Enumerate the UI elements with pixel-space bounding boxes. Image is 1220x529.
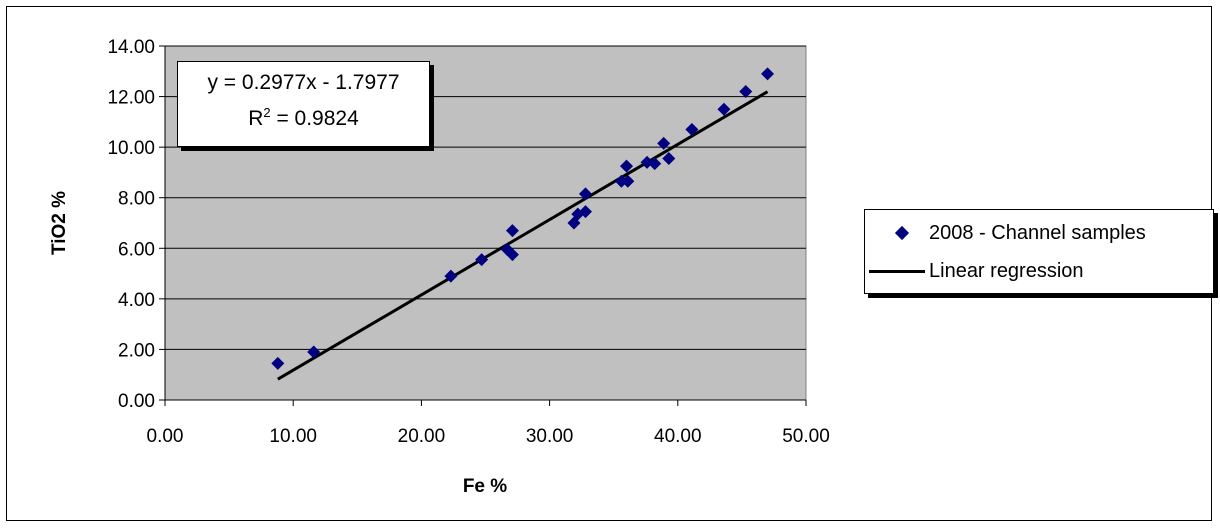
data-point xyxy=(717,102,731,116)
data-point xyxy=(444,269,458,283)
data-point xyxy=(620,159,634,173)
line-marker-icon xyxy=(869,270,925,273)
data-point xyxy=(739,85,753,99)
x-axis-ticks: 0.00 10.00 20.00 30.00 40.00 50.00 xyxy=(147,400,830,447)
data-point xyxy=(578,205,592,219)
axes xyxy=(164,46,806,401)
regression-line-group xyxy=(277,90,769,381)
x-axis-title: Fe % xyxy=(463,476,507,497)
data-point xyxy=(475,253,489,267)
x-tick-label: 10.00 xyxy=(269,426,317,447)
equation-text: y = 0.2977x - 1.7977 xyxy=(207,71,400,94)
r-squared-text: R2 = 0.9824 xyxy=(248,105,359,130)
y-tick-label: 2.00 xyxy=(118,340,155,361)
y-tick-label: 8.00 xyxy=(118,189,155,210)
y-tick-label: 12.00 xyxy=(107,88,155,109)
trendline-equation-box: y = 0.2977x - 1.7977 R2 = 0.9824 xyxy=(177,61,430,147)
data-point xyxy=(505,248,519,262)
y-tick-label: 0.00 xyxy=(118,391,155,412)
legend-label: 2008 - Channel samples xyxy=(929,222,1146,244)
y-axis-title: TiO2 % xyxy=(49,191,70,255)
data-point xyxy=(307,345,321,359)
regression-line xyxy=(277,90,769,381)
data-points xyxy=(271,67,775,370)
x-tick-label: 50.00 xyxy=(782,426,830,447)
y-tick-label: 14.00 xyxy=(107,37,155,58)
x-tick-label: 0.00 xyxy=(147,426,184,447)
data-point xyxy=(505,224,519,238)
diamond-marker-icon xyxy=(894,225,910,241)
y-axis-ticks: 0.00 2.00 4.00 6.00 8.00 10.00 12.00 14.00 xyxy=(107,37,165,412)
x-tick-label: 20.00 xyxy=(398,426,446,447)
data-point xyxy=(648,157,662,171)
data-point xyxy=(662,152,676,166)
data-point xyxy=(621,174,635,188)
y-tick-label: 10.00 xyxy=(107,138,155,159)
legend-label: Linear regression xyxy=(929,260,1084,282)
x-tick-label: 30.00 xyxy=(526,426,574,447)
data-point xyxy=(657,136,671,150)
x-tick-label: 40.00 xyxy=(654,426,702,447)
data-point xyxy=(578,187,592,201)
data-point xyxy=(685,122,699,136)
y-tick-label: 4.00 xyxy=(118,290,155,311)
data-point xyxy=(761,67,775,81)
data-point xyxy=(271,356,285,370)
y-tick-label: 6.00 xyxy=(118,239,155,260)
legend: 2008 - Channel samples Linear regression xyxy=(864,209,1214,294)
